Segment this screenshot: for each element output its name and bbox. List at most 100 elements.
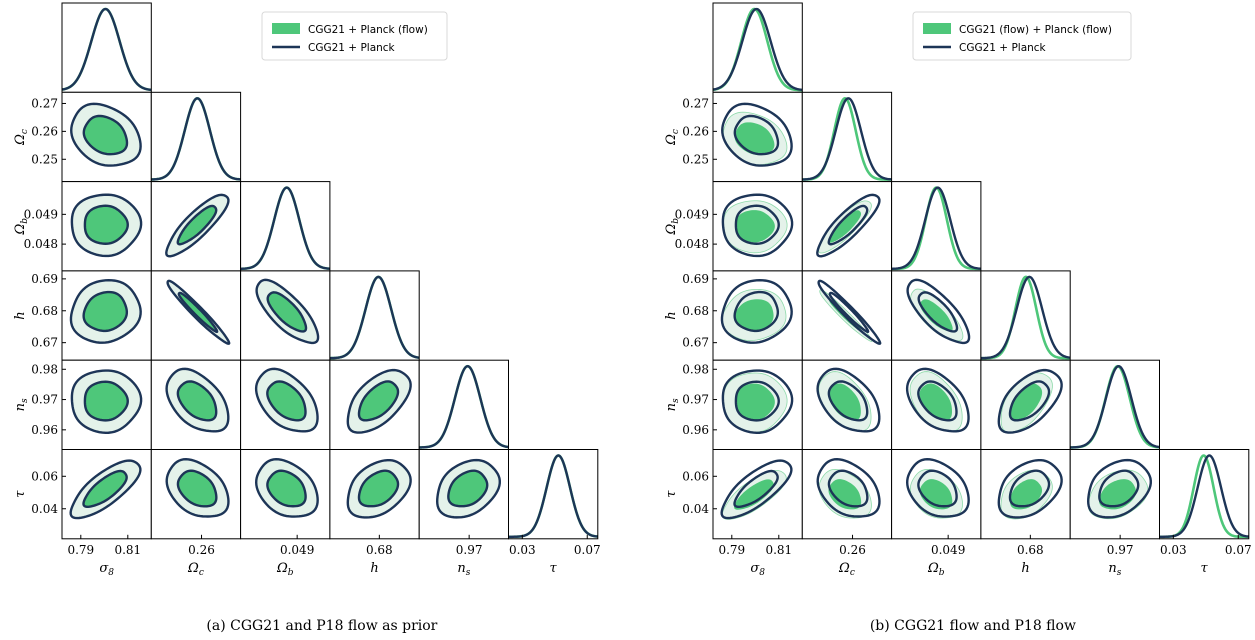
corner-panel-a: 0.250.260.270.0480.0490.670.680.690.960.… — [13, 2, 601, 634]
x-axis-label-4: ns — [1108, 561, 1121, 578]
subplot-5-0: 0.04 0.06 0.79 0.81 — [31, 449, 152, 557]
planck-contour-68 — [83, 380, 129, 422]
subplot-content — [70, 193, 143, 258]
planck-contour-95 — [905, 367, 970, 433]
legend-box — [261, 11, 448, 61]
subplot-content — [329, 275, 420, 360]
legend-planck-label: CGG21 + Planck — [308, 42, 396, 54]
planck-contour-68 — [82, 290, 129, 333]
y-tick-label: 0.06 — [31, 469, 58, 483]
x-axis-label-1: Ωc — [838, 561, 855, 578]
planck-contour-68 — [176, 380, 218, 422]
planck-contour-68 — [827, 204, 869, 246]
planck-contour-95 — [70, 102, 142, 167]
y-tick-label: 0.04 — [31, 502, 58, 516]
subplot-content — [997, 458, 1063, 520]
y-tick-label: 0.69 — [31, 272, 58, 286]
planck-contour-68 — [734, 380, 780, 422]
subplot-content — [62, 7, 152, 92]
subplot-2-2 — [891, 181, 982, 272]
planck-contour-95 — [816, 193, 881, 258]
planck-contour-95 — [346, 368, 412, 434]
y-tick-label: 0.06 — [682, 469, 709, 483]
subplot-5-5: 0.03 0.07 — [1159, 449, 1252, 557]
x-axis-label-0: σ8 — [99, 561, 114, 578]
subplot-content — [817, 279, 882, 345]
subplot-content — [166, 279, 231, 345]
subplot-background — [802, 92, 892, 182]
subplot-4-2 — [240, 359, 331, 451]
marginal-planck-curve — [1159, 454, 1249, 538]
planck-contour-68 — [447, 469, 489, 508]
y-tick-label: 0.96 — [31, 423, 58, 437]
flow-contour-68 — [828, 210, 862, 243]
x-tick-label: 0.26 — [839, 543, 866, 557]
planck-contour-68 — [266, 291, 308, 333]
subplot-background — [419, 360, 509, 450]
planck-contour-68 — [266, 469, 307, 508]
planck-contour-68 — [917, 469, 958, 508]
subplot-2-1 — [150, 181, 242, 272]
subplot-content — [240, 186, 330, 271]
legend-flow-label: CGG21 + Planck (flow) — [308, 24, 428, 36]
subplot-3-0: 0.67 0.68 0.69 — [31, 270, 152, 361]
planck-contour-68 — [266, 380, 307, 422]
subplot-4-3 — [980, 359, 1071, 451]
planck-contour-95 — [70, 369, 143, 435]
subplot-2-1 — [801, 181, 893, 272]
planck-contour-68 — [733, 469, 779, 508]
flow-contour-68 — [177, 205, 217, 245]
planck-contour-68 — [733, 114, 780, 156]
subplot-content — [165, 367, 230, 433]
subplot-content — [508, 454, 598, 539]
subplot-content — [151, 96, 241, 181]
y-axis-label-2: Ωb — [664, 218, 681, 236]
y-tick-label: 0.69 — [682, 272, 709, 286]
planck-contour-95 — [1086, 458, 1152, 519]
planck-contour-68 — [357, 380, 400, 422]
planck-contour-95 — [816, 367, 881, 433]
subplot-background — [980, 270, 1071, 361]
planck-contour-95 — [254, 458, 319, 518]
y-tick-label: 0.68 — [682, 304, 709, 318]
planck-contour-68 — [176, 204, 218, 246]
x-axis-label-3: h — [370, 561, 378, 576]
planck-contour-68 — [83, 204, 129, 245]
planck-contour-95 — [165, 457, 230, 518]
planck-contour-68 — [1008, 469, 1051, 508]
x-tick-label: 0.07 — [574, 543, 601, 557]
planck-contour-95 — [69, 459, 142, 520]
marginal-planck-curve — [980, 275, 1071, 360]
flow-contour-68 — [1010, 479, 1043, 510]
subplot-2-0: 0.048 0.049 — [675, 181, 803, 272]
marginal-planck-curve — [329, 275, 420, 360]
flow-contour-68 — [267, 292, 307, 332]
subplot-5-0: 0.04 0.06 0.79 0.81 — [682, 449, 803, 557]
marginal-planck-curve — [713, 7, 803, 92]
subplot-3-3 — [980, 270, 1071, 361]
subplot-4-0: 0.96 0.97 0.98 — [31, 359, 152, 451]
legend: CGG21 (flow) + Planck (flow) CGG21 + Plan… — [912, 11, 1132, 61]
subplot-4-4 — [418, 359, 510, 451]
x-tick-label: 0.26 — [188, 543, 215, 557]
flow-contour-68 — [84, 205, 128, 244]
subplot-content — [905, 458, 970, 519]
planck-contour-95 — [720, 279, 793, 344]
subplot-background — [891, 181, 981, 271]
planck-contour-95 — [69, 279, 142, 344]
planck-contour-95 — [997, 368, 1063, 434]
y-tick-label: 0.67 — [31, 336, 58, 350]
subplot-content — [70, 102, 142, 167]
planck-contour-68 — [357, 469, 400, 508]
planck-contour-95 — [905, 458, 970, 518]
planck-contour-95 — [721, 102, 793, 167]
planck-contour-68 — [82, 469, 128, 508]
x-tick-label: 0.07 — [1225, 543, 1252, 557]
subplot-content — [435, 458, 501, 519]
subplot-content — [906, 278, 971, 345]
flow-contour-68 — [178, 292, 218, 332]
y-axis-label-5: τ — [13, 490, 28, 498]
marginal-planck-curve — [508, 454, 598, 538]
flow-contour-68 — [358, 381, 399, 421]
planck-contour-95 — [346, 458, 412, 519]
